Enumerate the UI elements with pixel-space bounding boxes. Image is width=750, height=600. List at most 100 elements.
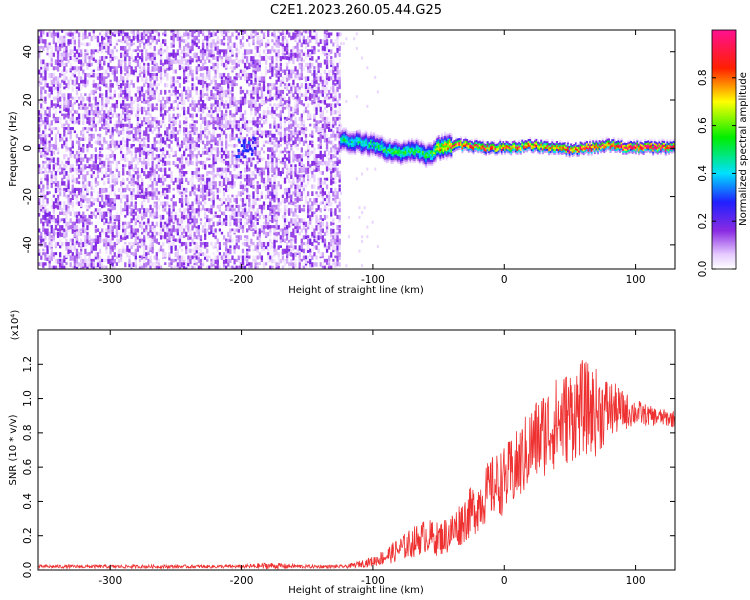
heatmap-cell	[166, 211, 169, 215]
heatmap-cell	[189, 56, 192, 60]
heatmap-cell	[229, 174, 232, 178]
heatmap-cell	[134, 258, 137, 265]
heatmap-cell	[214, 228, 217, 233]
heatmap-cell	[73, 120, 77, 125]
heatmap-cell	[88, 127, 91, 131]
heatmap-cell	[204, 127, 207, 133]
heatmap-cell	[147, 123, 150, 128]
heatmap-cell	[143, 241, 146, 246]
heatmap-cell	[271, 39, 274, 43]
heatmap-cell	[256, 241, 259, 246]
heatmap-cell	[201, 83, 205, 89]
heatmap-cell	[252, 89, 255, 95]
heatmap-cell	[48, 127, 51, 131]
heatmap-cell	[151, 214, 154, 219]
heatmap-cell	[285, 164, 289, 169]
heatmap-cell	[82, 96, 85, 102]
heatmap-cell	[201, 86, 205, 92]
heatmap-cell	[218, 204, 222, 210]
heatmap-cell	[159, 110, 163, 114]
heatmap-cell	[229, 76, 232, 81]
heatmap-cell	[105, 79, 108, 84]
heatmap-cell	[199, 76, 203, 80]
heatmap-cell	[187, 218, 190, 224]
heatmap-cell	[132, 252, 135, 257]
heatmap-cell	[157, 241, 161, 245]
heatmap-cell	[63, 30, 66, 33]
heatmap-cell	[260, 170, 264, 175]
heatmap-cell	[38, 241, 41, 247]
heatmap-cell	[235, 103, 238, 109]
heatmap-cell	[124, 113, 127, 118]
heatmap-cell	[38, 100, 41, 104]
heatmap-cell	[296, 52, 299, 58]
heatmap-cell	[59, 72, 62, 78]
heatmap-cell	[161, 49, 165, 55]
heatmap-cell	[126, 194, 129, 200]
heatmap-cell	[73, 52, 77, 58]
heatmap-cell	[222, 160, 226, 164]
heatmap-cell	[98, 59, 102, 65]
heatmap-cell	[199, 238, 203, 242]
heatmap-cell	[176, 89, 179, 94]
heatmap-cell	[235, 83, 238, 87]
heatmap-cell	[243, 184, 247, 188]
heatmap-cell	[210, 181, 213, 187]
heatmap-cell	[260, 133, 264, 139]
heatmap-cell	[298, 245, 301, 251]
heatmap-cell	[122, 83, 125, 86]
heatmap-cell	[292, 93, 295, 98]
heatmap-cell	[113, 154, 116, 159]
heatmap-cell	[50, 120, 53, 126]
heatmap-cell	[233, 79, 236, 83]
heatmap-cell	[103, 56, 106, 61]
heatmap-cell	[185, 52, 188, 57]
heatmap-cell	[86, 96, 89, 101]
heatmap-cell	[138, 96, 142, 101]
heatmap-cell	[197, 133, 201, 139]
heatmap-cell	[149, 83, 152, 88]
heatmap-cell	[103, 238, 106, 244]
heatmap-cell	[271, 69, 274, 74]
heatmap-cell	[115, 231, 119, 238]
heatmap-cell	[250, 100, 253, 105]
heatmap-cell	[98, 120, 102, 124]
heatmap-cell	[218, 133, 222, 138]
heatmap-cell	[75, 89, 79, 95]
heatmap-cell	[277, 30, 280, 34]
heatmap-cell	[136, 120, 140, 126]
heatmap-cell	[296, 45, 299, 52]
heatmap-cell	[187, 62, 190, 67]
heatmap-cell	[48, 238, 51, 243]
heatmap-cell	[195, 221, 198, 227]
heatmap-cell	[201, 93, 205, 98]
heatmap-cell	[50, 157, 53, 163]
heatmap-cell	[77, 154, 81, 157]
heatmap-cell	[206, 181, 209, 187]
heatmap-cell	[258, 150, 261, 155]
heatmap-cell	[296, 110, 299, 115]
heatmap-cell	[216, 106, 219, 113]
heatmap-cell	[210, 198, 213, 203]
heatmap-cell	[147, 258, 150, 265]
heatmap-cell	[208, 208, 211, 214]
heatmap-cell	[40, 116, 43, 123]
heatmap-cell	[71, 174, 74, 180]
heatmap-cell	[279, 235, 282, 240]
heatmap-cell	[52, 157, 56, 163]
heatmap-cell	[98, 262, 102, 268]
heatmap-cell	[59, 262, 62, 267]
heatmap-cell	[241, 241, 245, 246]
heatmap-cell	[140, 204, 144, 210]
heatmap-cell	[84, 174, 87, 178]
heatmap-cell	[172, 49, 175, 55]
heatmap-cell	[111, 201, 114, 205]
heatmap-cell	[128, 221, 131, 225]
heatmap-cell	[56, 116, 60, 122]
heatmap-cell	[288, 32, 291, 38]
heatmap-cell	[231, 49, 234, 55]
heatmap-cell	[178, 265, 182, 269]
heatmap-cell	[143, 191, 146, 196]
heatmap-cell	[38, 191, 41, 195]
heatmap-cell	[172, 181, 175, 186]
